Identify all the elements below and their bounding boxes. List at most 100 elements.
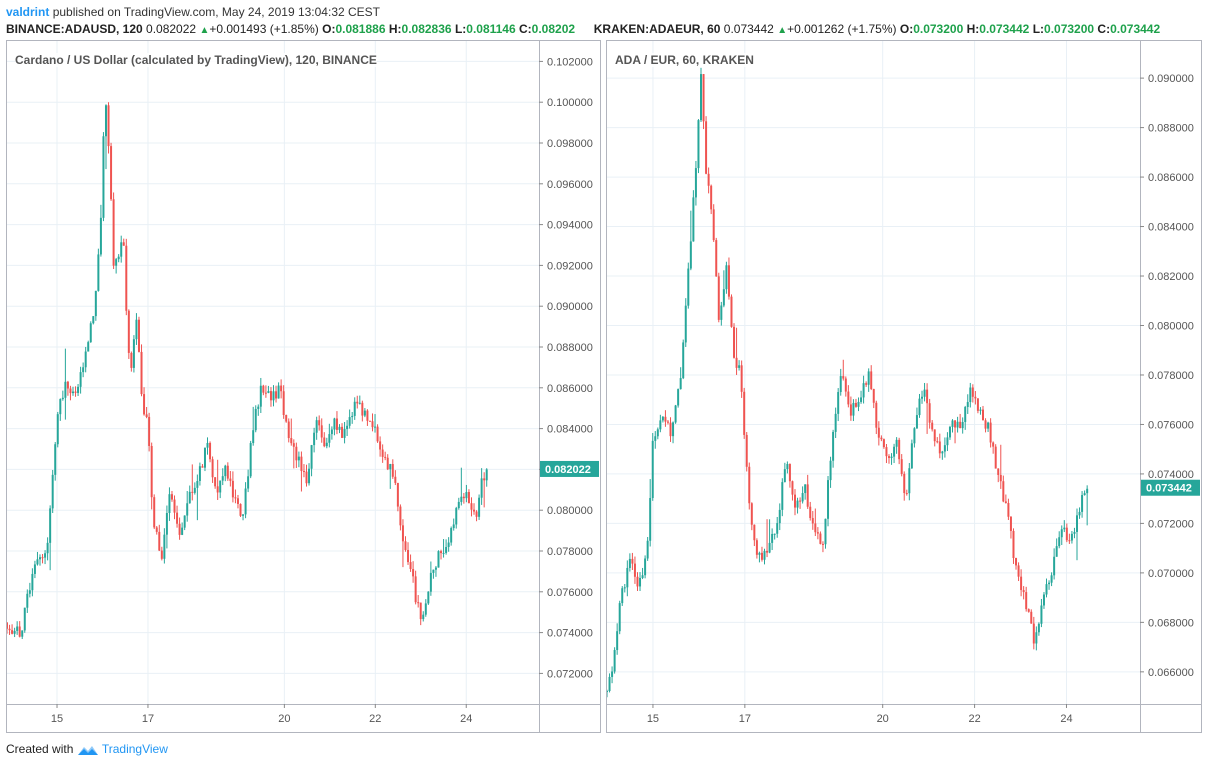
candle-up (437, 551, 440, 568)
candle-up (249, 443, 252, 477)
candle-down (847, 391, 850, 405)
candle-up (452, 524, 455, 529)
candle-up (46, 542, 49, 554)
left-close-label: C: (519, 22, 532, 36)
right-open-label: O: (899, 22, 914, 36)
candle-up (71, 391, 74, 394)
candle-down (66, 381, 69, 389)
author-link[interactable]: valdrint (6, 5, 50, 19)
y-tick-label: 0.066000 (1148, 667, 1194, 679)
candle-down (766, 550, 769, 553)
candle-down (440, 551, 443, 554)
candle-down (483, 478, 486, 481)
candle-down (636, 576, 639, 587)
chart-panel-adausd[interactable]: 0.072000 0.074000 0.076000 0.078000 0.080000… (6, 40, 601, 733)
candle-up (684, 305, 687, 343)
candle-up (1063, 527, 1066, 530)
candle-down (158, 531, 161, 551)
left-open: 0.081886 (335, 22, 386, 36)
candle-up (61, 397, 64, 400)
candle-down (870, 371, 873, 389)
chart-panel-adaeur[interactable]: 0.066000 0.068000 0.070000 0.072000 0.074000… (606, 40, 1202, 733)
candle-down (753, 524, 756, 541)
last-price-marker (1141, 479, 1200, 496)
candle-up (1086, 488, 1089, 494)
candle-up (445, 547, 448, 553)
candle-up (257, 406, 260, 409)
candle-down (209, 442, 212, 460)
candle-down (107, 105, 110, 147)
candle-up (315, 420, 318, 433)
candle-down (905, 493, 908, 495)
candle-down (376, 426, 379, 442)
candle-down (201, 466, 204, 468)
candle-down (1020, 576, 1023, 591)
candle-down (234, 497, 237, 499)
y-tick-label: 0.076000 (547, 587, 593, 599)
candle-down (1065, 527, 1068, 541)
y-tick-label: 0.090000 (1148, 73, 1194, 85)
candle-down (814, 523, 817, 533)
candle-down (743, 391, 746, 435)
candle-down (280, 385, 283, 392)
y-tick-label: 0.078000 (1148, 370, 1194, 382)
candles-group (7, 102, 488, 640)
candle-down (412, 569, 415, 577)
candle-up (621, 588, 624, 604)
candle-up (455, 508, 458, 525)
x-tick-label: 17 (739, 713, 751, 725)
candle-down (1025, 592, 1028, 610)
candle-down (320, 425, 323, 438)
candle-down (148, 416, 151, 446)
candle-down (323, 437, 326, 447)
candle-down (290, 438, 293, 444)
candle-up (964, 406, 967, 423)
candle-up (343, 429, 346, 438)
candle-down (356, 401, 359, 404)
candle-down (959, 421, 962, 429)
candle-up (353, 401, 356, 416)
candle-down (381, 449, 384, 457)
candle-up (358, 402, 361, 404)
candle-up (44, 553, 47, 558)
candle-up (242, 514, 245, 516)
candle-down (470, 503, 473, 510)
candle-up (796, 500, 799, 508)
candle-down (733, 326, 736, 358)
candlestick-chart-adausd[interactable]: 0.072000 0.074000 0.076000 0.078000 0.080000… (7, 41, 600, 732)
left-change: +0.001493 (+1.85%) (209, 22, 319, 36)
candle-up (219, 480, 222, 493)
candle-up (432, 569, 435, 573)
candle-down (69, 388, 72, 394)
candle-down (938, 441, 941, 454)
candle-down (292, 443, 295, 447)
candle-up (679, 378, 682, 390)
x-tick-label: 24 (460, 713, 472, 725)
candle-down (473, 509, 476, 512)
candle-up (1053, 556, 1056, 576)
candle-down (872, 388, 875, 403)
candle-down (1007, 502, 1010, 517)
candle-down (462, 496, 465, 499)
candle-up (697, 120, 700, 169)
candle-up (389, 464, 392, 470)
candle-down (821, 543, 824, 545)
last-price-label: 0.073442 (1146, 483, 1192, 495)
tradingview-brand-link[interactable]: TradingView (101, 742, 168, 756)
candlestick-chart-adaeur[interactable]: 0.066000 0.068000 0.070000 0.072000 0.074000… (607, 41, 1201, 732)
candle-up (186, 503, 189, 516)
right-open: 0.073200 (913, 22, 964, 36)
candle-up (117, 256, 120, 260)
candle-down (664, 416, 667, 422)
candle-up (254, 408, 257, 431)
left-open-label: O: (322, 22, 336, 36)
candle-down (984, 420, 987, 429)
candle-up (689, 241, 692, 269)
candle-up (478, 497, 481, 517)
candle-down (740, 365, 743, 392)
candle-up (867, 371, 870, 385)
candle-down (900, 459, 903, 474)
candle-up (837, 392, 840, 414)
candle-up (259, 385, 262, 407)
candle-up (661, 416, 664, 421)
